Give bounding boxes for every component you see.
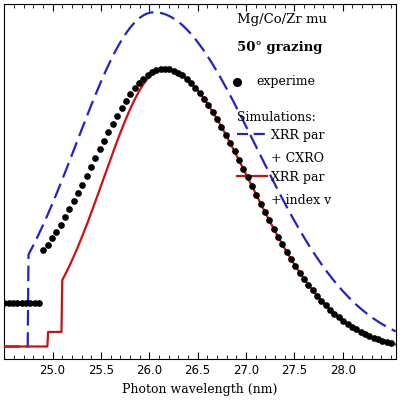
Text: Simulations:: Simulations: bbox=[237, 111, 316, 124]
Text: Mg/Co/Zr mu: Mg/Co/Zr mu bbox=[237, 13, 327, 26]
Text: 50° grazing: 50° grazing bbox=[237, 42, 322, 54]
Text: XRR par: XRR par bbox=[270, 171, 324, 184]
Text: + index v: + index v bbox=[270, 194, 331, 207]
Text: + CXRO: + CXRO bbox=[270, 152, 324, 164]
Text: XRR par: XRR par bbox=[270, 128, 324, 142]
X-axis label: Photon wavelength (nm): Photon wavelength (nm) bbox=[122, 383, 278, 396]
Text: experime: experime bbox=[257, 75, 316, 88]
